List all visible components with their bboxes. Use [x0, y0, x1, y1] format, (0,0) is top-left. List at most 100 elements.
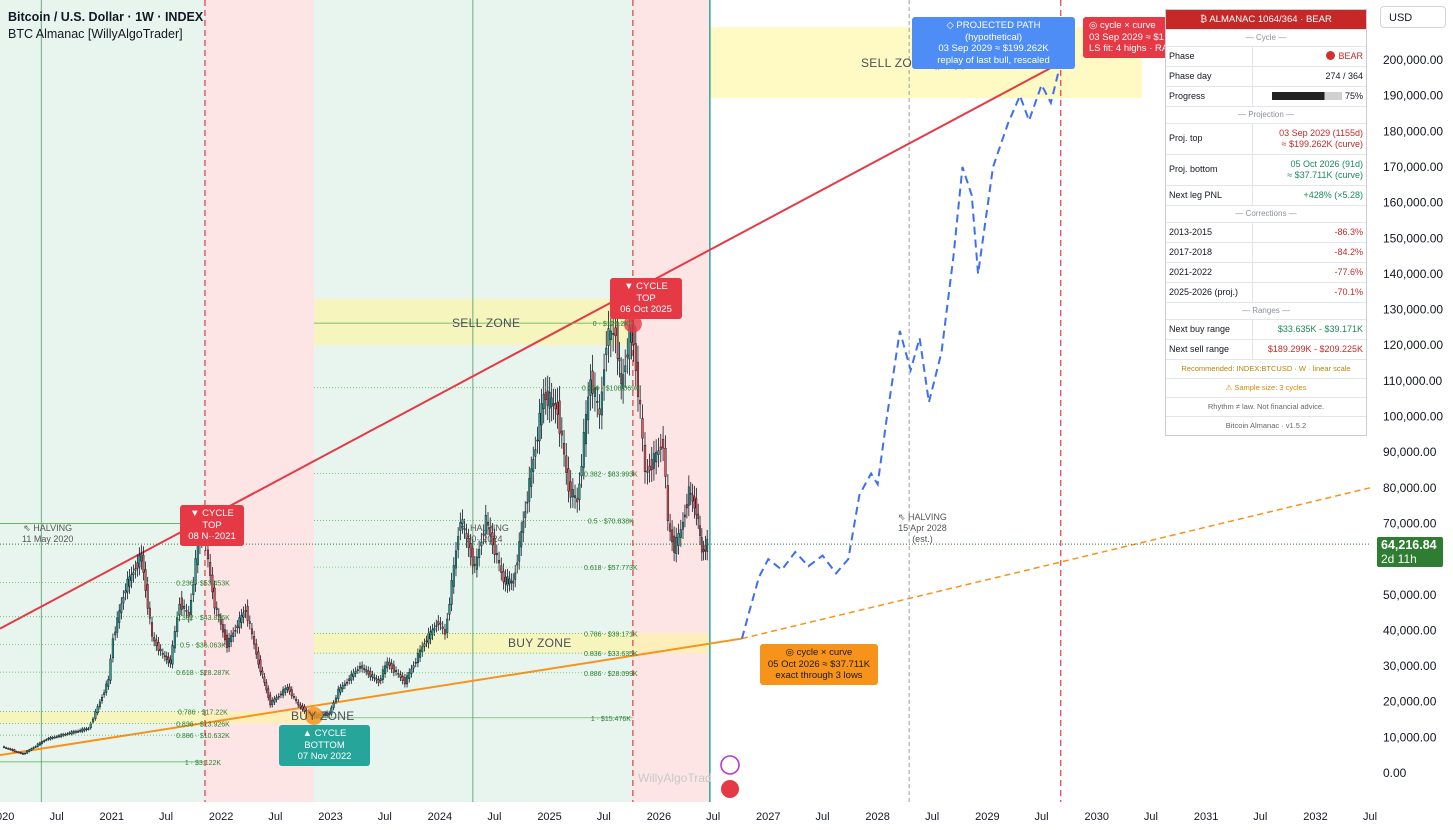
y-tick-label-14: 140,000.00: [1383, 267, 1443, 281]
candle: [126, 571, 129, 600]
candle-body: [277, 695, 280, 698]
candle: [94, 708, 97, 721]
candle-body: [395, 670, 398, 672]
candle-body: [290, 689, 293, 697]
candle-body: [502, 571, 505, 583]
candle: [34, 745, 37, 748]
candle: [498, 551, 501, 572]
row-progress: Progress 75%: [1166, 86, 1366, 106]
candle-body: [626, 354, 629, 358]
candle: [552, 388, 555, 420]
section-projection: — Projection —: [1166, 106, 1366, 123]
candle-body: [655, 451, 658, 463]
candle-body: [582, 432, 585, 468]
candle: [85, 726, 88, 732]
candle: [248, 615, 251, 630]
author-watermark: WillyAlgoTrad: [638, 771, 712, 785]
row-correction-2: 2017-2018 -84.2%: [1166, 242, 1366, 262]
candle: [324, 711, 327, 718]
candle: [53, 735, 56, 739]
candle-body: [421, 646, 424, 653]
candle: [516, 554, 519, 574]
candle-body: [136, 562, 139, 569]
candle-body: [699, 525, 701, 536]
candle: [292, 693, 295, 700]
candle-body: [371, 674, 374, 678]
candle-body: [297, 701, 300, 706]
currency-button[interactable]: USD: [1380, 6, 1446, 28]
candle: [603, 353, 606, 401]
candle: [28, 748, 31, 753]
candle-body: [609, 330, 612, 341]
candle: [548, 377, 551, 423]
candle: [423, 638, 426, 652]
candle: [699, 515, 701, 546]
candle-body: [706, 539, 709, 552]
candle-body: [238, 617, 241, 629]
candle-body: [542, 393, 545, 410]
candle: [265, 679, 268, 694]
candle-body: [552, 403, 555, 406]
candle: [392, 660, 395, 677]
cycle-top-2025-label: ▼ CYCLE TOP 06 Oct 2025: [610, 278, 682, 319]
candle-body: [17, 751, 20, 754]
candle-body: [217, 614, 220, 617]
row-next-sell: Next sell range $189.299K - $209.225K: [1166, 339, 1366, 359]
candle: [563, 430, 566, 467]
candle: [465, 523, 468, 548]
candle-body: [576, 498, 579, 503]
candle-body: [578, 483, 581, 500]
candle-body: [650, 459, 653, 471]
candle: [326, 710, 329, 718]
fib-2025-label-3: 0.5 · $70.838K: [588, 518, 634, 525]
candle-body: [161, 653, 164, 655]
candle-body: [334, 697, 338, 702]
candle: [330, 705, 333, 717]
y-tick-label-12: 120,000.00: [1383, 338, 1443, 352]
candle-body: [463, 528, 466, 530]
candle-body: [107, 679, 110, 687]
candle-body: [79, 730, 82, 732]
buy-zone-2026-label: BUY ZONE: [508, 636, 572, 650]
candle: [578, 472, 581, 511]
candle-body: [618, 358, 621, 362]
candle-body: [124, 590, 127, 594]
candle: [49, 736, 52, 741]
candle-body: [567, 468, 570, 492]
candle-body: [486, 521, 490, 526]
row-proj-bottom: Proj. bottom 05 Oct 2026 (91d) ≈ $37.711K…: [1166, 154, 1366, 185]
candle: [448, 597, 451, 621]
candle-body: [556, 401, 559, 415]
candle: [190, 593, 193, 621]
candle-body: [132, 572, 135, 575]
candle-body: [482, 533, 485, 536]
candle: [250, 623, 253, 640]
candle-body: [130, 574, 133, 581]
section-corrections: — Corrections —: [1166, 205, 1366, 222]
candle-body: [326, 712, 329, 716]
candle: [81, 727, 84, 734]
candle: [437, 615, 440, 631]
indicator-name[interactable]: BTC Almanac [WillyAlgoTrader]: [8, 27, 183, 41]
candle: [246, 599, 249, 627]
fib-2025-label-7: 0.886 · $28.099K: [584, 671, 638, 678]
candle: [277, 693, 280, 700]
candle-body: [96, 706, 99, 714]
candle-body: [652, 453, 655, 469]
candle-body: [596, 400, 599, 403]
candle-body: [194, 558, 197, 585]
candle: [512, 573, 515, 591]
candle-body: [346, 682, 349, 684]
candle: [406, 671, 409, 688]
candle-body: [255, 643, 258, 655]
candle-body: [593, 387, 597, 397]
candle-body: [546, 390, 549, 406]
candle: [381, 665, 384, 684]
x-tick-label-2: 2021: [100, 811, 124, 823]
candle-body: [534, 449, 537, 457]
candle: [416, 648, 419, 668]
candle: [284, 685, 287, 696]
candle: [232, 627, 235, 643]
y-tick-label-15: 150,000.00: [1383, 231, 1443, 245]
candle-body: [176, 617, 179, 632]
